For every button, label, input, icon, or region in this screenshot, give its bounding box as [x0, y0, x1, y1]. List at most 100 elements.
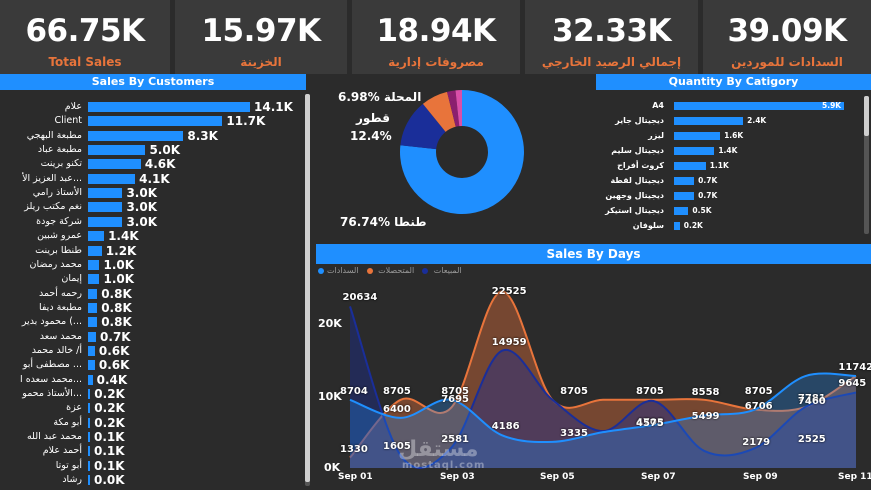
- area-data-label: 6400: [383, 403, 411, 415]
- category-row[interactable]: ليزر 1.6K: [596, 129, 866, 143]
- category-row[interactable]: A4 5.9K: [596, 99, 866, 113]
- category-bar[interactable]: [674, 222, 680, 230]
- customer-row[interactable]: محمد سعده ا... 0.4K: [0, 373, 300, 387]
- customer-row[interactable]: مصطفى أبو ... 0.6K: [0, 358, 300, 372]
- customer-bar[interactable]: [88, 360, 95, 371]
- customer-row[interactable]: عزة 0.2K: [0, 401, 300, 415]
- kpi-external-balance[interactable]: 32.33K إجمالي الرصيد الخارجي: [525, 0, 698, 74]
- kpi-admin-expenses[interactable]: 18.94K مصروفات إدارية: [352, 0, 520, 74]
- customer-row[interactable]: طنطا برينت 1.2K: [0, 244, 300, 258]
- customer-row[interactable]: أبو مكة 0.2K: [0, 416, 300, 430]
- customer-row[interactable]: إيمان 1.0K: [0, 272, 300, 286]
- customer-bar[interactable]: [88, 345, 95, 356]
- category-bar[interactable]: [674, 207, 689, 215]
- customer-bar[interactable]: [88, 302, 98, 313]
- category-bar[interactable]: [674, 192, 695, 200]
- customer-bar[interactable]: [88, 202, 123, 213]
- customer-value-label: 1.2K: [105, 243, 137, 258]
- pie-slice-طنطا[interactable]: [400, 90, 524, 214]
- customer-row[interactable]: أحمد علام 0.1K: [0, 444, 300, 458]
- customer-value-label: 0.6K: [98, 343, 130, 358]
- customer-row[interactable]: الأستاذ محمو... 0.2K: [0, 387, 300, 401]
- category-row[interactable]: ديجيتال سليم 1.4K: [596, 144, 866, 158]
- customer-row[interactable]: عمرو شبين 1.4K: [0, 229, 300, 243]
- customer-row[interactable]: الأستاذ رامي 3.0K: [0, 186, 300, 200]
- customer-row[interactable]: محمد سعد 0.7K: [0, 330, 300, 344]
- category-row[interactable]: ديجيتال وجهين 0.7K: [596, 189, 866, 203]
- customer-name: محمد سعده ا...: [20, 373, 82, 385]
- legend-label-collections[interactable]: المتحصلات: [378, 266, 415, 275]
- customer-bar[interactable]: [88, 145, 146, 156]
- customer-bar[interactable]: [88, 245, 102, 256]
- customers-scroll-thumb[interactable]: [305, 94, 310, 482]
- legend-label-payments[interactable]: السدادات: [327, 266, 359, 275]
- customer-row[interactable]: محمد رمضان 1.0K: [0, 258, 300, 272]
- customer-bar[interactable]: [88, 446, 90, 457]
- customer-row[interactable]: مطبعة عباد 5.0K: [0, 143, 300, 157]
- customer-bar[interactable]: [88, 475, 90, 486]
- kpi-supplier-payments[interactable]: 39.09K السدادات للموردين: [703, 0, 871, 74]
- customer-bar[interactable]: [88, 417, 91, 428]
- customer-bar[interactable]: [88, 432, 90, 443]
- legend-dot-collections: [422, 267, 429, 274]
- area-line-series-2[interactable]: [349, 290, 857, 459]
- category-row[interactable]: كروت أفراح 1.1K: [596, 159, 866, 173]
- category-scrollbar[interactable]: [864, 96, 869, 234]
- customer-row[interactable]: أ/ خالد محمد 0.6K: [0, 344, 300, 358]
- customer-bar[interactable]: [88, 216, 123, 227]
- customer-bar[interactable]: [88, 374, 93, 385]
- kpi-value: 15.97K: [201, 13, 321, 49]
- category-row[interactable]: ديجيتال لقطة 0.7K: [596, 174, 866, 188]
- customer-row[interactable]: شركة جودة 3.0K: [0, 215, 300, 229]
- area-line-series-0[interactable]: [349, 372, 857, 444]
- customer-row[interactable]: رحمه أحمد 0.8K: [0, 287, 300, 301]
- customer-row[interactable]: محمود بدير (... 0.8K: [0, 315, 300, 329]
- pie-slice-قطور[interactable]: [400, 103, 446, 150]
- customer-bar[interactable]: [88, 159, 141, 170]
- kpi-treasury[interactable]: 15.97K الخزينة: [175, 0, 347, 74]
- customer-row[interactable]: مطبعة ديفا 0.8K: [0, 301, 300, 315]
- category-bar[interactable]: [674, 117, 744, 125]
- customer-bar[interactable]: [88, 403, 91, 414]
- category-bar[interactable]: [674, 177, 695, 185]
- customer-bar[interactable]: [88, 130, 184, 141]
- category-row[interactable]: ديجيتال جاير 2.4K: [596, 114, 866, 128]
- customer-row[interactable]: رشاد 0.0K: [0, 473, 300, 487]
- legend-label-sales[interactable]: المبيعات: [433, 266, 462, 275]
- customer-bar[interactable]: [88, 102, 250, 112]
- category-bar[interactable]: [674, 102, 844, 110]
- customer-row[interactable]: علام 14.1K: [0, 100, 300, 114]
- customer-bar[interactable]: [88, 188, 123, 199]
- pie-slice-other2[interactable]: [455, 90, 462, 127]
- customer-row[interactable]: Client 11.7K: [0, 114, 300, 128]
- customer-row[interactable]: عبد العزيز الأ... 4.1K: [0, 172, 300, 186]
- pie-slice-المحلة[interactable]: [422, 91, 456, 132]
- customer-bar[interactable]: [88, 460, 90, 471]
- kpi-total-sales[interactable]: 66.75K Total Sales: [0, 0, 170, 74]
- category-row[interactable]: ديجيتال استيكر 0.5K: [596, 204, 866, 218]
- customer-bar[interactable]: [88, 116, 223, 127]
- category-bar[interactable]: [674, 162, 706, 170]
- customer-row[interactable]: نغم مكتب ريلز 3.0K: [0, 200, 300, 214]
- customer-bar[interactable]: [88, 288, 98, 299]
- category-scroll-thumb[interactable]: [864, 96, 869, 136]
- customer-row[interactable]: محمد عبد الله 0.1K: [0, 430, 300, 444]
- pie-label-qutur-name: قطور: [356, 111, 390, 125]
- customers-scrollbar[interactable]: [305, 94, 310, 486]
- customer-bar[interactable]: [88, 274, 100, 285]
- customer-bar[interactable]: [88, 331, 97, 342]
- pie-slice-other1[interactable]: [447, 90, 460, 127]
- category-row[interactable]: سلوفان 0.2K: [596, 219, 866, 233]
- area-data-label: 4186: [491, 421, 520, 433]
- customer-bar[interactable]: [88, 173, 136, 184]
- customer-row[interactable]: تكنو برينت 4.6K: [0, 157, 300, 171]
- customer-bar[interactable]: [88, 231, 105, 242]
- kpi-label: مصروفات إدارية: [388, 55, 484, 69]
- customer-row[interactable]: أبو توتا 0.1K: [0, 459, 300, 473]
- customer-bar[interactable]: [88, 389, 91, 399]
- customer-bar[interactable]: [88, 317, 98, 328]
- category-bar[interactable]: [674, 147, 715, 155]
- customer-bar[interactable]: [88, 259, 100, 270]
- customer-row[interactable]: مطبعة البهجي 8.3K: [0, 129, 300, 143]
- category-bar[interactable]: [674, 132, 721, 140]
